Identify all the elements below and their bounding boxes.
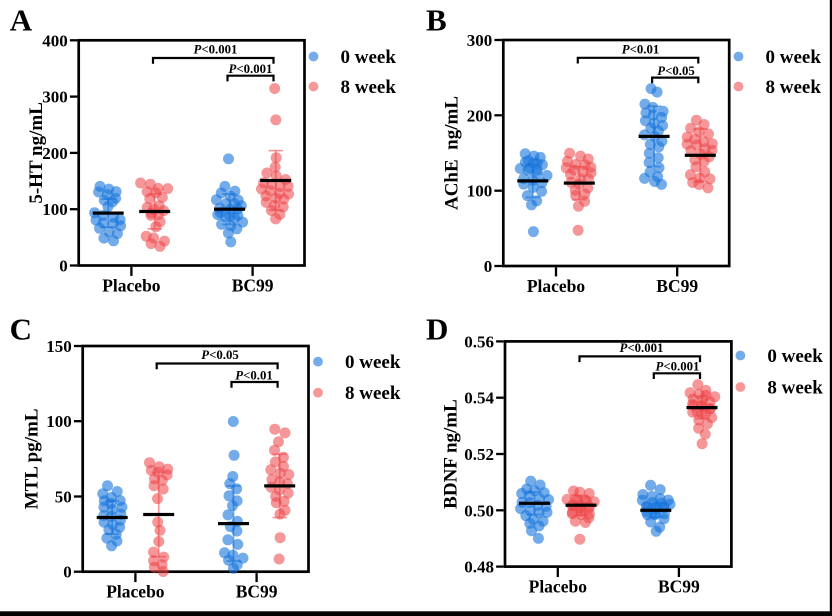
svg-text:0 week: 0 week	[766, 47, 822, 68]
svg-text:300: 300	[467, 31, 493, 50]
svg-text:P<0.001: P<0.001	[620, 341, 664, 355]
svg-text:200: 200	[42, 144, 68, 163]
svg-text:0: 0	[484, 257, 493, 276]
svg-text:400: 400	[42, 31, 68, 50]
svg-text:Placebo: Placebo	[102, 275, 161, 295]
svg-text:P<0.01: P<0.01	[235, 368, 273, 382]
svg-text:0: 0	[59, 257, 68, 276]
svg-text:8 week: 8 week	[767, 378, 823, 399]
svg-text:0.56: 0.56	[464, 332, 494, 351]
svg-text:BC99: BC99	[656, 276, 698, 296]
svg-text:Placebo: Placebo	[529, 577, 588, 597]
svg-text:0 week: 0 week	[341, 47, 397, 68]
svg-text:A: A	[10, 3, 33, 38]
svg-text:0: 0	[63, 563, 72, 582]
svg-text:Placebo: Placebo	[527, 276, 586, 296]
svg-text:200: 200	[467, 106, 493, 125]
svg-text:300: 300	[42, 88, 68, 107]
svg-text:B: B	[426, 3, 447, 38]
svg-text:100: 100	[467, 182, 493, 201]
svg-text:8 week: 8 week	[766, 77, 822, 98]
svg-text:P<0.001: P<0.001	[229, 62, 273, 76]
svg-text:D: D	[426, 311, 448, 346]
svg-text:Placebo: Placebo	[106, 582, 165, 602]
svg-text:5-HT ng/mL: 5-HT ng/mL	[26, 102, 47, 204]
svg-text:P<0.05: P<0.05	[657, 64, 695, 78]
svg-text:0.52: 0.52	[464, 445, 494, 464]
svg-text:150: 150	[46, 337, 72, 356]
svg-text:0.50: 0.50	[464, 501, 494, 520]
svg-text:100: 100	[46, 412, 72, 431]
svg-text:50: 50	[55, 488, 72, 507]
svg-text:BDNF ng/mL: BDNF ng/mL	[441, 399, 462, 509]
svg-text:BC99: BC99	[658, 577, 700, 597]
svg-text:P<0.05: P<0.05	[201, 348, 239, 362]
svg-text:8 week: 8 week	[341, 77, 397, 98]
svg-text:C: C	[10, 311, 32, 346]
svg-text:AChE ng/mL: AChE ng/mL	[441, 96, 462, 210]
svg-text:P<0.001: P<0.001	[194, 43, 238, 57]
svg-text:0.54: 0.54	[464, 389, 494, 408]
svg-text:100: 100	[42, 200, 68, 219]
svg-text:0 week: 0 week	[345, 352, 401, 373]
svg-text:P<0.01: P<0.01	[622, 42, 660, 56]
svg-text:P<0.001: P<0.001	[656, 360, 700, 374]
svg-text:0 week: 0 week	[767, 346, 823, 367]
svg-text:BC99: BC99	[236, 582, 278, 602]
svg-text:8 week: 8 week	[345, 383, 401, 404]
svg-text:0.48: 0.48	[464, 558, 494, 577]
svg-text:BC99: BC99	[232, 275, 274, 295]
svg-text:MTL pg/mL: MTL pg/mL	[22, 408, 43, 509]
